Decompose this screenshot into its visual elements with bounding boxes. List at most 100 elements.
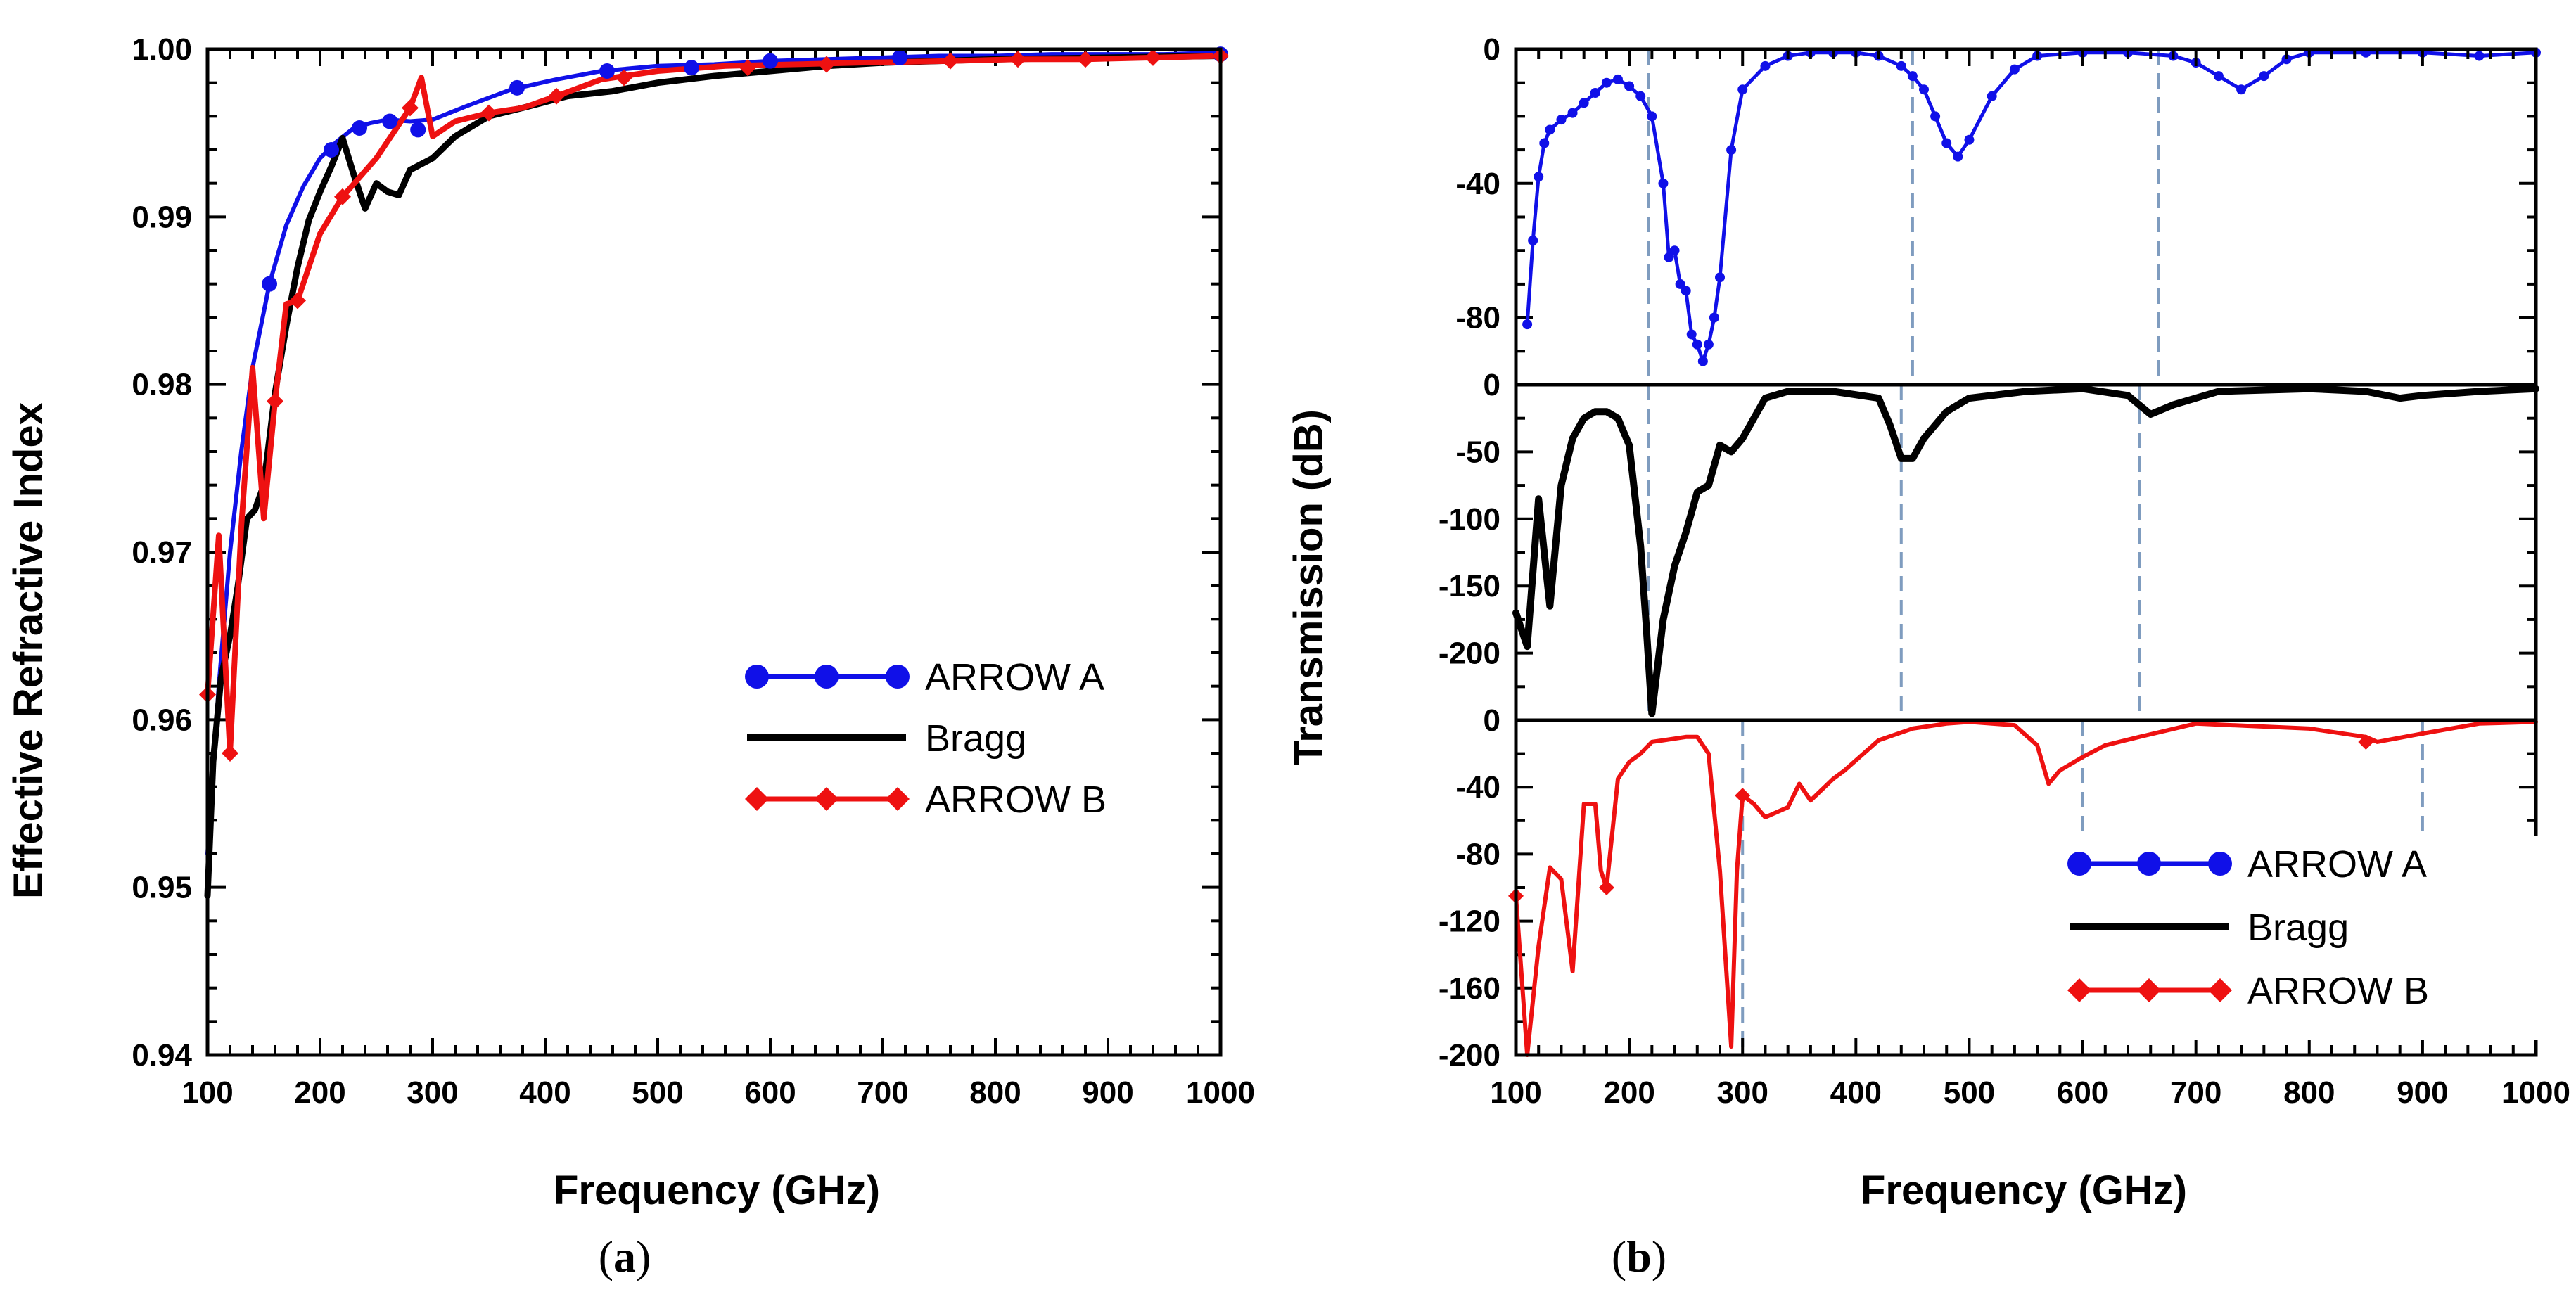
panel-a-caption: (a) (599, 1232, 651, 1281)
panel-a-frame (205, 47, 1223, 1057)
data-point-arrow-a (1715, 272, 1725, 283)
data-point-arrow-a (1624, 81, 1635, 91)
y-tick-label-arrow-a: -80 (1455, 301, 1500, 335)
panel-a-xlabel: Frequency (GHz) (554, 1168, 880, 1213)
data-point-arrow-a (2259, 71, 2269, 82)
panel-a-legend: ARROW A Bragg ARROW B (745, 656, 1107, 821)
x-tick-label: 100 (181, 1075, 233, 1110)
data-point-arrow-b (942, 52, 959, 70)
y-tick-label: 1.00 (132, 32, 192, 67)
panel-b-legend: ARROW A Bragg ARROW B (2026, 836, 2561, 1040)
data-point-arrow-a (1590, 88, 1600, 98)
data-point-arrow-b (222, 745, 238, 762)
data-point-arrow-b (402, 99, 419, 117)
data-point-arrow-b (1144, 49, 1161, 66)
data-point-arrow-a (1579, 98, 1589, 108)
data-point-arrow-a (1556, 115, 1567, 125)
y-tick-label-arrow-b: -40 (1455, 770, 1500, 805)
panel-b-subplot-frame-arrow-a (1514, 47, 2538, 387)
data-point-arrow-a (1545, 124, 1555, 135)
legend-marker-arrow-a (2067, 852, 2091, 876)
y-tick-label-arrow-b: -200 (1439, 1038, 1500, 1073)
legend-marker-arrow-b (886, 787, 910, 811)
panel-b-xlabel: Frequency (GHz) (1861, 1168, 2187, 1213)
data-point-arrow-b (267, 392, 283, 410)
data-point-arrow-a (1737, 84, 1748, 95)
data-point-arrow-a (2009, 64, 2020, 75)
panel-a-ylabel: Effective Refractive Index (6, 402, 51, 899)
series-line-arrow-b (1514, 719, 2538, 1057)
panel-b-legend-background (2026, 836, 2561, 1040)
x-tick-label: 800 (969, 1075, 1021, 1110)
data-point-arrow-b (1009, 51, 1026, 68)
y-tick-label: 0.97 (132, 535, 192, 570)
legend-marker-arrow-b (815, 787, 839, 811)
data-point-arrow-b (818, 56, 835, 73)
data-point-arrow-a (382, 113, 398, 129)
x-tick-label: 600 (2057, 1075, 2108, 1110)
data-point-arrow-a (2236, 84, 2247, 95)
x-tick-label: 300 (1717, 1075, 1768, 1110)
series-line-arrow-a (1525, 51, 2538, 364)
panel-b-subplot-frame-bragg (1514, 383, 2538, 722)
x-tick-label: 800 (2283, 1075, 2335, 1110)
panel-b-plot-area: 0 -40 -80 0 -50 -100 -150 -200 0 -40 -80 -120 -160 -2… (1439, 32, 2570, 1110)
panel-a-plot-area: 100 200 300 400 500 600 700 800 900 1000 0.94 0.95 0… (132, 32, 1255, 1110)
data-point-arrow-a (2281, 54, 2292, 65)
y-tick-label-bragg: -150 (1439, 569, 1500, 603)
x-tick-label: 1000 (2501, 1075, 2570, 1110)
data-point-arrow-a (1941, 138, 1952, 148)
legend-marker-arrow-a (815, 665, 839, 689)
data-point-arrow-a (763, 53, 778, 69)
y-tick-label: 0.96 (132, 703, 192, 737)
x-tick-label: 900 (2397, 1075, 2448, 1110)
data-point-arrow-b (2358, 734, 2374, 750)
data-point-arrow-a (1930, 111, 1941, 122)
data-point-arrow-b (1735, 788, 1751, 804)
data-point-arrow-a (1539, 138, 1550, 148)
x-tick-label: 500 (632, 1075, 683, 1110)
x-tick-label: 300 (407, 1075, 458, 1110)
data-point-arrow-a (410, 122, 426, 138)
y-tick-label-bragg: -50 (1455, 435, 1500, 469)
x-tick-label: 900 (1082, 1075, 1133, 1110)
data-point-arrow-a (1907, 71, 1918, 82)
legend-marker-arrow-b (745, 787, 769, 811)
data-point-arrow-a (1675, 279, 1685, 289)
data-point-arrow-b (616, 69, 632, 87)
y-tick-label-bragg: -100 (1439, 502, 1500, 537)
data-point-arrow-a (684, 60, 699, 76)
data-point-arrow-a (1635, 91, 1646, 101)
data-point-arrow-a (2474, 51, 2485, 61)
data-point-arrow-a (1987, 91, 1997, 101)
data-point-arrow-a (1534, 172, 1544, 182)
data-point-arrow-a (892, 49, 907, 65)
panel-b-ylabel: Transmission (dB) (1286, 409, 1332, 765)
y-tick-label-arrow-a: 0 (1484, 32, 1500, 67)
x-tick-label: 400 (1830, 1075, 1882, 1110)
legend-label-bragg: Bragg (925, 717, 1026, 760)
panel-b: 0 -40 -80 0 -50 -100 -150 -200 0 -40 -80 -120 -160 -2… (1286, 32, 2570, 1281)
y-tick-label-arrow-b: -160 (1439, 971, 1500, 1006)
data-point-arrow-a (1919, 84, 1929, 95)
x-tick-label: 700 (2170, 1075, 2221, 1110)
y-tick-label: 0.99 (132, 200, 192, 234)
y-tick-label-bragg: 0 (1484, 368, 1500, 402)
series-line-arrow-b (205, 53, 1223, 756)
data-point-arrow-b (334, 188, 351, 205)
data-point-arrow-a (1522, 319, 1533, 330)
legend-marker-arrow-b (2137, 978, 2161, 1002)
data-point-arrow-a (1528, 235, 1538, 245)
x-tick-label: 1000 (1186, 1075, 1255, 1110)
series-line-arrow-a (205, 50, 1223, 856)
data-point-arrow-a (1647, 111, 1657, 122)
y-tick-label: 0.98 (132, 368, 192, 402)
data-point-arrow-a (352, 120, 367, 136)
data-point-arrow-a (1726, 145, 1737, 155)
data-point-arrow-a (509, 79, 525, 96)
data-point-arrow-a (1664, 252, 1674, 262)
data-point-arrow-a (1658, 178, 1669, 188)
legend-label-bragg: Bragg (2247, 907, 2349, 949)
y-tick-label-arrow-b: -80 (1455, 837, 1500, 871)
